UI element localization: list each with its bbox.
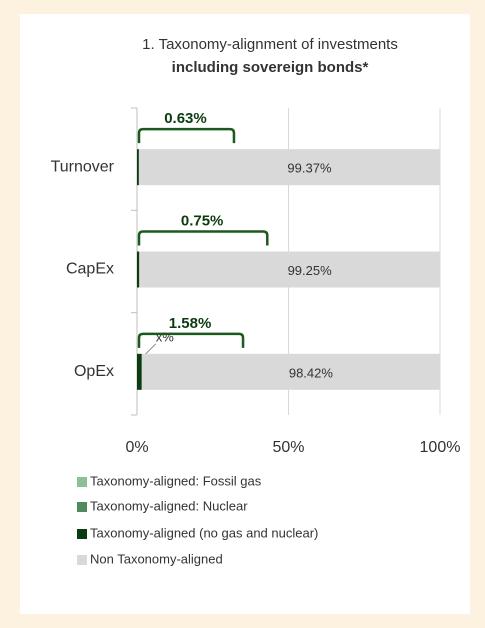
x-tick-label: 50%	[272, 439, 304, 456]
bracket	[137, 230, 269, 246]
panel	[20, 14, 470, 614]
chart-subtitle: including sovereign bonds*	[172, 59, 369, 76]
bracket	[137, 332, 245, 348]
value-label: 99.37%	[287, 161, 332, 176]
legend-swatch	[77, 477, 87, 487]
annotation: 1.58%	[169, 315, 212, 332]
legend-label: Taxonomy-aligned: Nuclear	[90, 498, 248, 513]
annotation: 0.63%	[164, 110, 207, 127]
bar-segment	[139, 251, 440, 288]
x-tick-label: 0%	[125, 439, 148, 456]
legend-swatch	[77, 555, 87, 565]
y-tick-label: OpEx	[74, 363, 114, 380]
value-label: 99.25%	[288, 263, 333, 278]
legend-label: Taxonomy-aligned: Fossil gas	[90, 473, 262, 488]
bar-segment	[137, 149, 139, 186]
legend-label: Non Taxonomy-aligned	[90, 551, 223, 566]
bar-segment	[137, 251, 140, 288]
x-tick-label: 100%	[420, 439, 461, 456]
legend-label: Taxonomy-aligned (no gas and nuclear)	[90, 525, 318, 540]
chart-title: 1. Taxonomy-alignment of investments	[142, 36, 398, 53]
legend-swatch	[77, 502, 87, 512]
y-tick-label: Turnover	[51, 158, 115, 175]
bracket	[137, 127, 236, 144]
value-label: 98.42%	[289, 365, 334, 380]
bar-segment	[138, 149, 440, 186]
bar-segment	[137, 353, 142, 390]
annotation: 0.75%	[181, 212, 224, 229]
bar-segment	[141, 353, 440, 390]
legend-swatch	[77, 529, 87, 539]
y-tick-label: CapEx	[66, 261, 114, 278]
